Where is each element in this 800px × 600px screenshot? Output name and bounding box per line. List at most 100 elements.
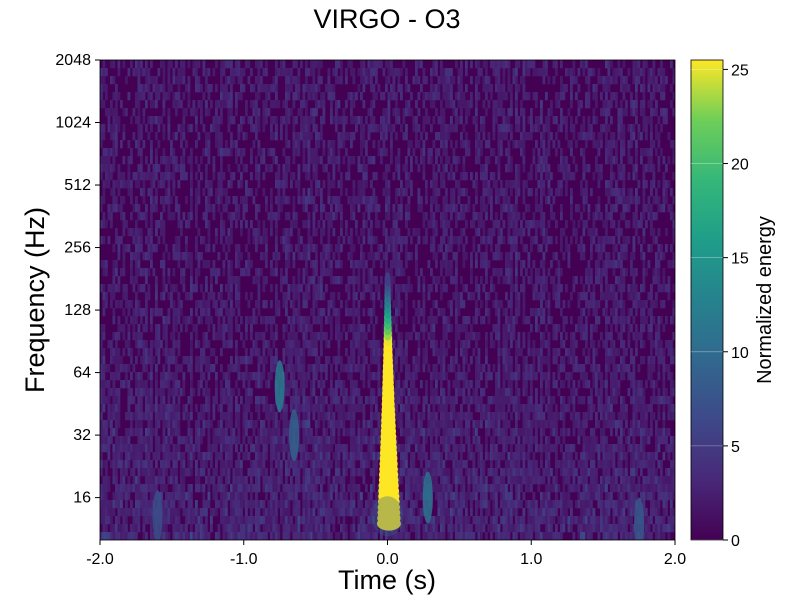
heatmap-cell [435,172,438,181]
heatmap-cell [445,260,448,269]
heatmap-cell [347,284,351,293]
heatmap-cell [195,268,198,277]
heatmap-cell [137,420,141,429]
heatmap-cell [297,68,301,77]
heatmap-cell [307,212,311,221]
heatmap-cell [130,180,133,189]
heatmap-cell [285,172,288,181]
heatmap-cell [230,324,233,333]
heatmap-cell [155,284,158,293]
heatmap-cell [300,460,303,469]
heatmap-cell [185,492,188,501]
heatmap-cell [107,500,111,509]
heatmap-cell [275,156,278,165]
heatmap-cell [220,308,223,317]
heatmap-cell [392,124,396,133]
heatmap-cell [190,428,193,437]
heatmap-cell [305,372,308,381]
heatmap-cell [245,516,248,525]
heatmap-cell [200,284,203,293]
heatmap-cell [140,508,143,517]
heatmap-cell [440,100,443,109]
heatmap-cell [145,204,148,213]
heatmap-cell [147,356,151,365]
heatmap-cell [222,188,226,197]
heatmap-cell [255,492,258,501]
heatmap-cell [175,196,178,205]
heatmap-cell [240,196,243,205]
heatmap-cell [355,332,358,341]
heatmap-cell [437,508,441,517]
heatmap-cell [195,524,198,533]
heatmap-cell [322,452,326,461]
heatmap-cell [432,236,436,245]
heatmap-cell [310,68,313,77]
heatmap-cell [122,172,126,181]
heatmap-cell [105,148,108,157]
heatmap-cell [115,532,118,540]
heatmap-cell [315,60,318,69]
heatmap-cell [370,228,373,237]
heatmap-cell [297,324,301,333]
heatmap-cell [302,524,306,533]
heatmap-cell [217,188,221,197]
heatmap-cell [267,500,271,509]
heatmap-cell [167,308,171,317]
heatmap-cell [310,108,313,117]
heatmap-cell [345,148,348,157]
heatmap-cell [130,196,133,205]
heatmap-cell [185,244,188,253]
heatmap-cell [175,420,178,429]
heatmap-cell [162,60,166,69]
heatmap-cell [347,372,351,381]
heatmap-cell [337,340,341,349]
heatmap-cell [230,100,233,109]
heatmap-cell [162,172,166,181]
heatmap-cell [347,356,351,365]
heatmap-cell [355,340,358,349]
heatmap-cell [397,332,401,341]
heatmap-cell [152,116,156,125]
heatmap-cell [230,316,233,325]
heatmap-cell [320,60,323,69]
heatmap-cell [385,132,388,141]
heatmap-cell [147,292,151,301]
heatmap-cell [210,460,213,469]
heatmap-cell [315,188,318,197]
heatmap-cell [147,420,151,429]
heatmap-cell [440,372,443,381]
heatmap-cell [327,172,331,181]
heatmap-cell [220,228,223,237]
heatmap-cell [342,140,346,149]
heatmap-cell [275,436,278,445]
heatmap-cell [172,132,176,141]
heatmap-cell [372,524,376,533]
heatmap-cell [440,76,443,85]
heatmap-cell [335,500,338,509]
heatmap-cell [112,444,116,453]
heatmap-cell [370,444,373,453]
heatmap-cell [105,444,108,453]
heatmap-cell [102,196,106,205]
heatmap-cell [132,316,136,325]
heatmap-cell [330,244,333,253]
heatmap-cell [182,532,186,540]
heatmap-cell [430,236,433,245]
heatmap-cell [280,132,283,141]
heatmap-cell [215,380,218,389]
heatmap-cell [255,348,258,357]
heatmap-cell [327,340,331,349]
heatmap-cell [260,148,263,157]
heatmap-cell [140,340,143,349]
heatmap-cell [182,468,186,477]
heatmap-cell [122,156,126,165]
heatmap-cell [165,244,168,253]
heatmap-cell [172,476,176,485]
heatmap-cell [360,332,363,341]
heatmap-cell [130,500,133,509]
heatmap-cell [282,452,286,461]
heatmap-cell [405,380,408,389]
heatmap-cell [405,172,408,181]
heatmap-cell [347,252,351,261]
heatmap-cell [357,188,361,197]
